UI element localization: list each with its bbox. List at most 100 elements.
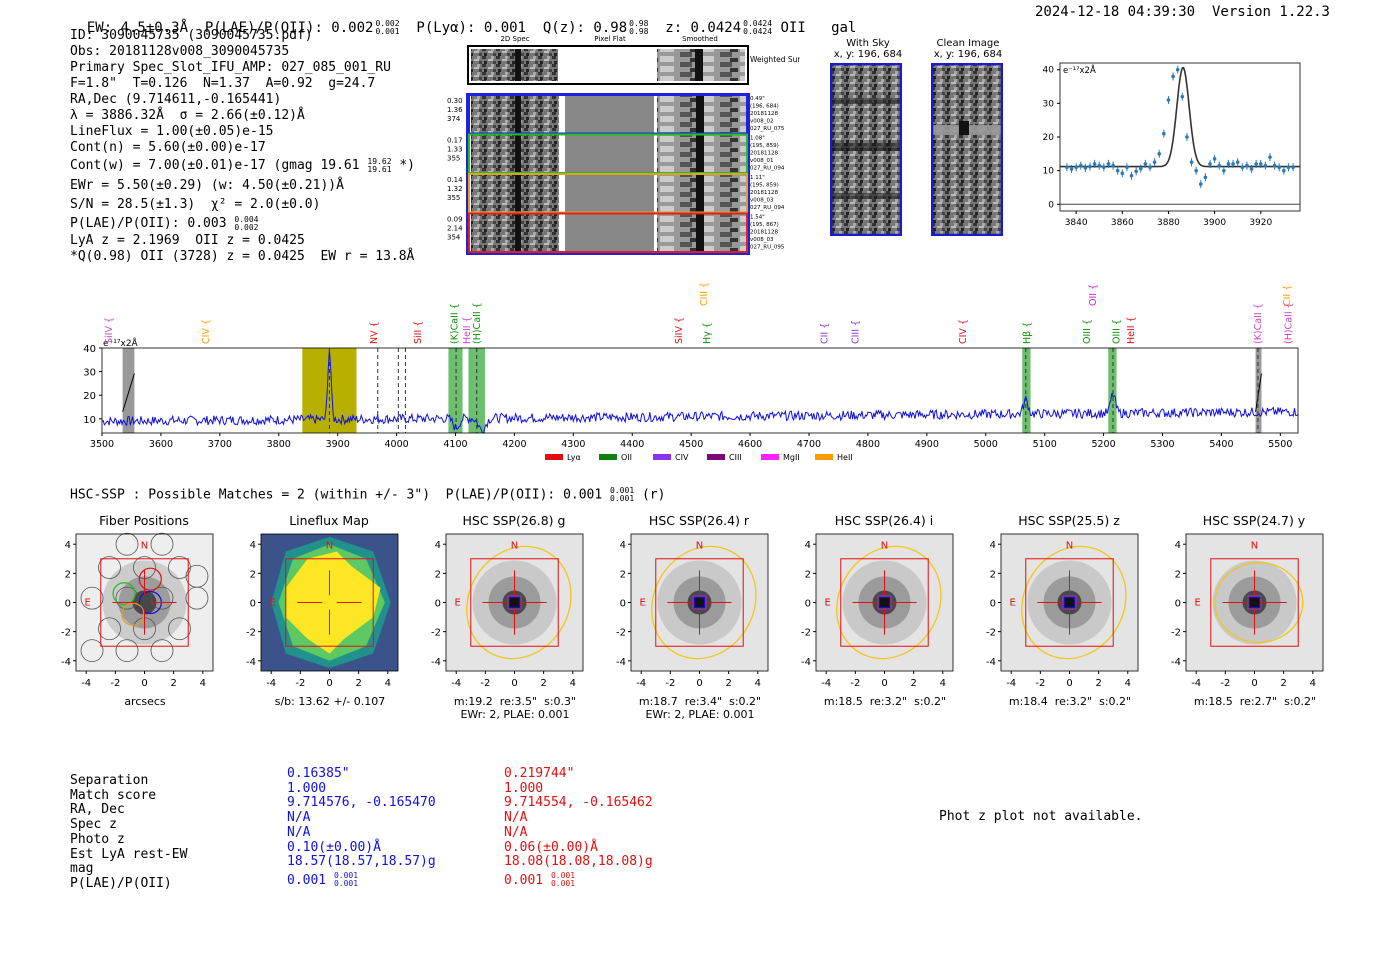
aperture-ellipse [836,545,942,660]
match-red-value: 9.714554, -0.165462 [504,795,653,811]
cutout-title: HSC SSP(26.8) g [462,513,566,528]
info-q: *Q(0.98) OII (3728) z = 0.0425 EW r = 13… [70,249,415,264]
spectrum-frame [101,347,1299,434]
cutout-xtick-label: -2 [1220,678,1230,689]
match-red-value: N/A [504,824,528,840]
zoom-point [1185,135,1189,139]
cutout-plot: N E -4 -4 -2 -2 0 0 2 2 4 4 [616,533,769,689]
spectrum-xtick-label: 5200 [1091,439,1115,450]
cutout-caption: arcsecs [124,695,166,708]
spec2d-row-right: 20181128 [750,151,778,157]
spectrum-xtick-label: 4500 [679,439,703,450]
smoothed-emission [696,214,704,251]
spectral-line-label-text: CII { [1282,285,1293,306]
cutout-xtick-label: 4 [1310,678,1316,689]
spectrum-line [101,349,1299,434]
spectral-line-label: CIV { [958,319,969,344]
cutout-caption: m:18.5 re:2.7" s:0.2" [1193,695,1317,708]
spec2d-emission [515,175,521,212]
east-label: E [84,598,90,609]
header-version: Version 1.22.3 [1211,4,1330,20]
match-label: Est LyA rest-EW [70,846,188,862]
zoom-point [1272,163,1277,168]
cutout-title: HSC SSP(25.5) z [1018,513,1120,528]
zoom-point [1134,169,1138,174]
spectrum-xtick-label: 3600 [149,439,173,450]
cutout-caption: m:18.7 re:3.4" s:0.2" EWr: 2, PLAE: 0.00… [638,695,762,721]
spectral-line-label: (H)CaII { [472,302,483,344]
east-label: E [639,598,645,609]
legend-swatch [761,454,779,460]
weighted-sum-frame [467,45,749,85]
spectrum-ytick-label: 30 [83,368,96,379]
cutout-xtick-label: 2 [540,678,546,689]
clean-xy: x, y: 196, 684 [933,49,1003,60]
info-line: F=1.8" T=0.126 N=1.37 A=0.92 g=24.7 [70,76,376,91]
zoom-point [1083,166,1088,170]
spec2d-emission [515,96,521,133]
cutout-img: HSC SSP(26.4) i N E -4 -4 -2 -2 0 0 2 2 4 4 m:18.5 re… [801,512,970,727]
legend-label: HeII [837,453,853,462]
cutout-ytick-label: 2 [620,569,626,580]
zoom-point [1189,160,1194,165]
zoom-point [1254,162,1258,166]
pixelflat-cell [565,135,654,172]
spectrum-xtick-label: 5100 [1033,439,1057,450]
weighted-sum-label: Weighted Sum [750,55,800,64]
source-marker [508,596,521,609]
spec2d-row-right: (196, 684) [750,104,779,110]
fiber-circle-highlight [138,567,162,591]
match-label: Spec z [70,817,117,833]
spec2d-row-left: 0.17 [447,137,463,145]
spec2d-row-left: 1.36 [447,106,463,114]
info-ewr: EWr = 5.50(±0.29) (w: 4.50(±0.21))Å [70,178,344,193]
spec2d-row-right: v008_01 [750,158,774,164]
info-line: ID: 3090045735 (3090045735.pdf) [70,28,313,43]
zoom-ytick-label: 30 [1043,99,1055,109]
hsc-band: (r) [641,487,666,503]
zoom-point [1231,162,1235,166]
spec2d-row-left: 0.14 [447,176,463,184]
clean-title-text: Clean Image [936,38,1000,49]
spectral-line-label-text: OIII { [1082,319,1093,344]
fiber-circle [98,556,121,579]
spec2d-row-left: 1.32 [447,185,463,193]
info-cont-w-lo: 19.61 [367,164,392,174]
match-blue-value: 1.000 [287,780,327,796]
with-sky-title-text: With Sky [846,38,890,49]
spec2d-row-left: 0.09 [447,216,463,224]
aperture-square [655,558,744,647]
source-marker-outer [1247,595,1262,610]
fiber-circle [150,532,174,556]
cutout-xtick-label: 0 [141,678,147,689]
cutout-ytick-label: 2 [250,569,256,580]
spectrum-xtick-label: 4300 [561,439,585,450]
spec2d-row-right: 0.49" [750,96,765,102]
spectral-line-label: OIII { [1082,319,1093,344]
zoom-point [1069,167,1074,171]
north-label: N [141,541,148,552]
cutout-ytick-label: -4 [801,657,811,668]
cutout-title: HSC SSP(26.4) r [648,513,750,528]
spec2d-row-right: 027_RU_095 [750,245,785,251]
with-sky-image [830,63,902,236]
spec2d-svg: 2D Spec Pixel Flat Smoothed Weighted Sum… [447,35,805,255]
info-cont-w: Cont(w) = 7.00(±0.01)e-17 (gmag 19.61 19… [70,156,415,176]
aperture-square [1210,558,1299,647]
spectrum-xtick-label: 4700 [797,439,821,450]
info-sn: S/N = 28.5(±1.3) χ² = 2.0(±0.0) [70,197,321,212]
zoom-point [1157,152,1162,156]
cutout-xtick-label: 0 [326,678,332,689]
match-blue-value: 0.16385" [287,766,350,781]
spectral-line-label: SiIV { [674,317,685,344]
info-plae-hi: 0.004 [234,214,259,224]
spectral-line-label-text: CII { [820,323,831,344]
fiber-circle [168,617,191,641]
spec2d-row-right: 20181128 [750,190,778,196]
source-marker [1063,596,1076,609]
match-blue-value: 0.10(±0.00)Å [287,839,381,855]
weighted-sum-line [695,49,703,81]
match-red-plae-hi: 0.001 [550,871,576,881]
match-blue-value: N/A [287,824,311,840]
